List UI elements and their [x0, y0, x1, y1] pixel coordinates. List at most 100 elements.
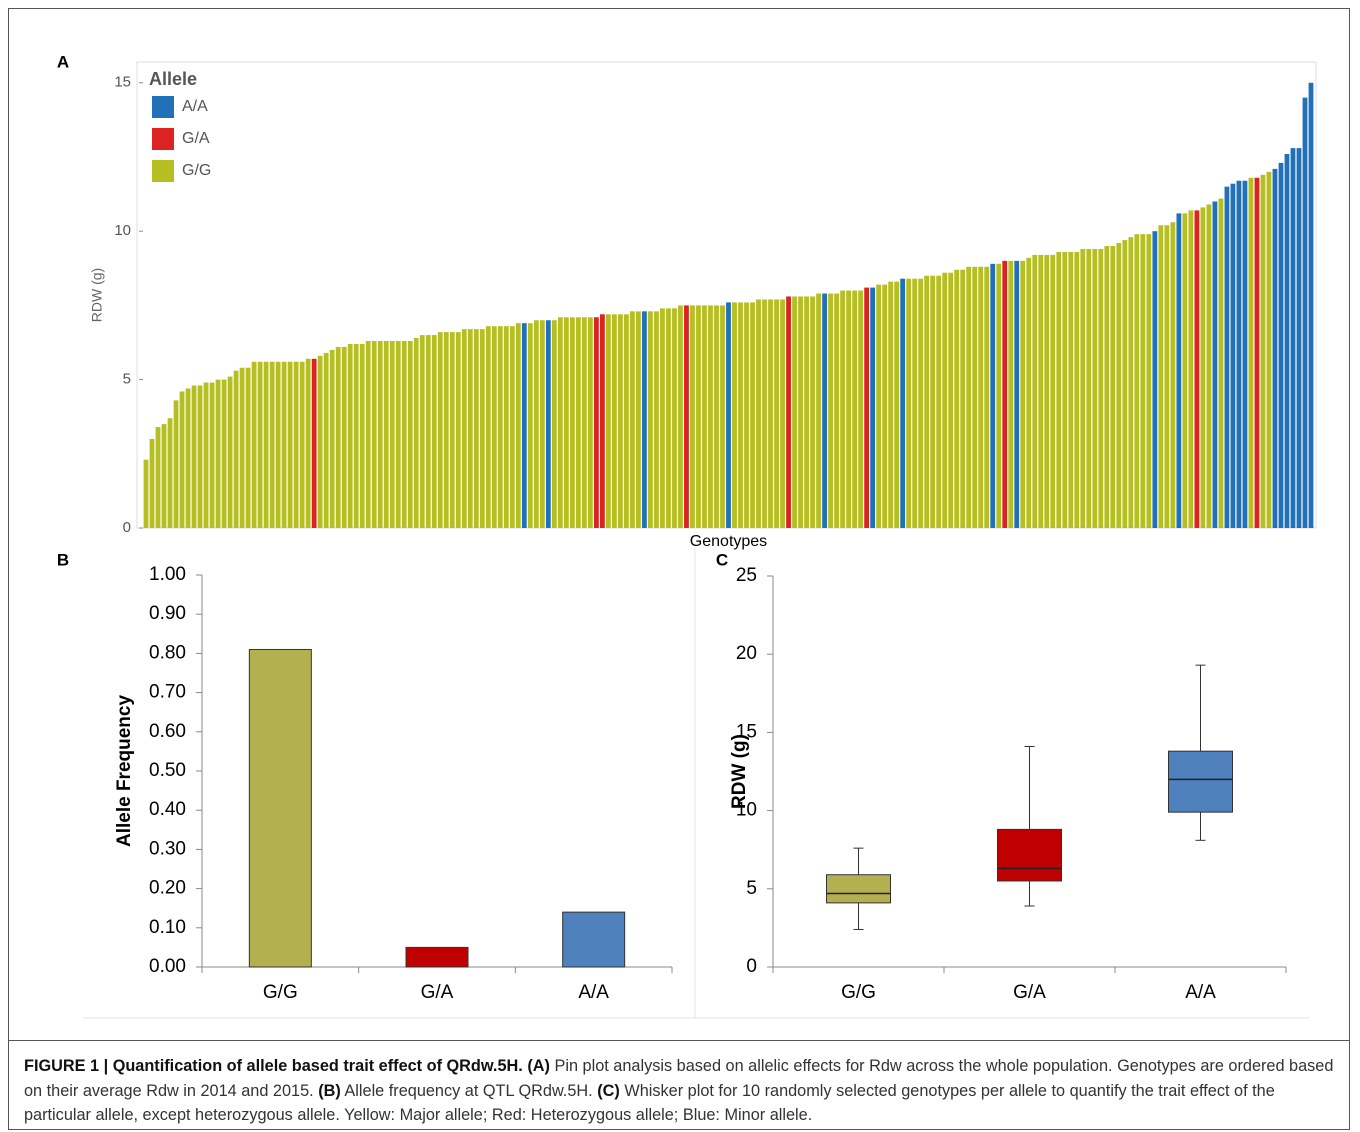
bar	[1296, 148, 1302, 529]
caption-text: (A)	[527, 1057, 550, 1075]
bar	[1146, 234, 1152, 528]
bar	[1200, 207, 1206, 528]
bar	[648, 311, 653, 528]
caption-text: (B)	[318, 1081, 341, 1100]
bar	[305, 358, 311, 528]
bar	[816, 293, 821, 528]
bar	[654, 311, 659, 528]
bar	[1086, 248, 1092, 528]
bar	[1266, 171, 1272, 528]
bar	[984, 266, 990, 528]
bar	[317, 355, 323, 528]
bar	[467, 329, 473, 528]
bar	[203, 382, 209, 528]
bar	[1140, 234, 1146, 528]
bar	[714, 305, 719, 528]
bar	[828, 293, 833, 528]
bar	[149, 438, 155, 528]
bar	[1164, 225, 1170, 528]
bar	[227, 376, 233, 528]
y-tick-label: 25	[736, 565, 757, 586]
bar	[248, 648, 312, 968]
y-tick-label: 20	[736, 643, 757, 664]
bar	[197, 385, 203, 528]
bar	[960, 269, 966, 528]
bar	[786, 296, 791, 528]
legend-label: G/A	[182, 130, 210, 147]
y-tick-label: 15	[114, 74, 131, 91]
bar	[401, 341, 407, 528]
bar	[990, 263, 996, 528]
bar	[389, 341, 395, 528]
legend-label: G/G	[182, 162, 211, 179]
bar	[774, 299, 779, 528]
bar	[1002, 260, 1008, 528]
bar	[696, 305, 701, 528]
bar	[1248, 177, 1254, 528]
bar	[954, 269, 960, 528]
bar	[1056, 251, 1062, 528]
bar	[581, 317, 587, 528]
bar	[834, 293, 839, 528]
bar	[678, 305, 683, 528]
bar	[864, 287, 870, 528]
bar	[744, 302, 749, 528]
bar	[840, 290, 845, 528]
bar	[239, 367, 245, 528]
bar	[846, 290, 852, 528]
bar	[593, 317, 599, 528]
bar	[1128, 237, 1134, 528]
y-tick-label: 10	[736, 800, 757, 821]
bar	[473, 329, 479, 528]
bar	[215, 379, 221, 528]
bar	[575, 317, 581, 528]
bar	[966, 266, 972, 528]
bar	[1236, 180, 1242, 528]
bar	[443, 332, 449, 528]
bar	[690, 305, 695, 528]
bar	[750, 302, 755, 528]
bar	[720, 305, 725, 528]
bar	[870, 287, 876, 528]
bar	[503, 326, 509, 528]
bar	[1302, 97, 1308, 529]
bar	[726, 302, 731, 528]
bar	[1008, 260, 1014, 528]
bar	[329, 349, 335, 528]
bar	[221, 379, 227, 528]
bar	[660, 308, 665, 528]
bar	[275, 361, 281, 528]
bar	[1290, 148, 1296, 529]
bar	[1092, 248, 1098, 528]
bar	[281, 361, 287, 528]
bar	[768, 299, 773, 528]
bar	[972, 266, 978, 528]
legend-title: Allele	[149, 69, 197, 89]
bar	[1278, 162, 1284, 529]
bar	[251, 361, 257, 528]
panel-label: B	[57, 550, 69, 569]
y-axis-label: RDW (g)	[89, 268, 105, 322]
bar	[293, 361, 299, 528]
bar	[455, 332, 461, 528]
bar	[978, 266, 984, 528]
bar	[888, 281, 894, 528]
bar	[1050, 254, 1056, 528]
x-tick-label: G/G	[841, 982, 876, 1003]
bar	[1308, 82, 1314, 528]
figure: A RDW (g) 0 5 10 15 Genotypes Allele A/A G/A G/G B A…	[57, 52, 1317, 1019]
bar	[167, 418, 173, 528]
bar	[245, 367, 251, 528]
bar	[395, 341, 401, 528]
y-tick-label: 0.20	[149, 878, 186, 899]
bar	[666, 308, 671, 528]
caption-text: Allele frequency at QTL QRdw.5H.	[340, 1081, 598, 1100]
bar	[551, 320, 557, 528]
bar	[756, 299, 761, 528]
y-tick-label: 0.60	[149, 721, 186, 742]
box	[826, 874, 891, 904]
bar	[852, 290, 858, 528]
bar	[918, 278, 924, 528]
bar	[143, 459, 149, 528]
bar	[1044, 254, 1050, 528]
